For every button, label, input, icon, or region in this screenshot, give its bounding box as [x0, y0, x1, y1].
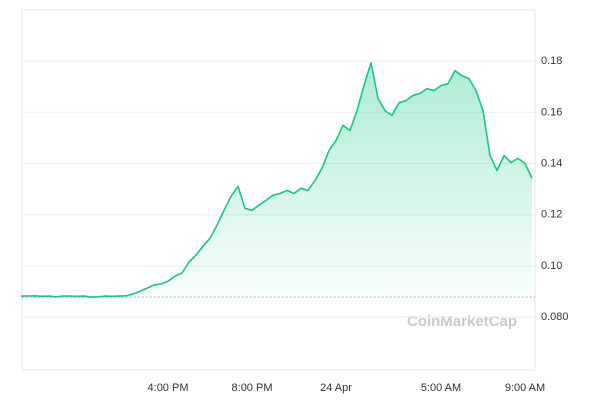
y-tick-label: 0.18	[541, 55, 562, 67]
y-tick-label: 0.10	[541, 260, 562, 272]
x-tick-label: 8:00 PM	[232, 382, 273, 394]
y-tick-label: 0.16	[541, 106, 562, 118]
y-tick-label: 0.080	[541, 311, 569, 323]
x-tick-label: 5:00 AM	[421, 382, 461, 394]
x-tick-label: 4:00 PM	[148, 382, 189, 394]
area	[21, 62, 532, 298]
y-tick-label: 0.12	[541, 209, 562, 221]
x-tick-label: 24 Apr	[320, 382, 352, 394]
watermark: CoinMarketCap	[407, 313, 517, 330]
x-tick-label: 9:00 AM	[505, 382, 545, 394]
y-tick-label: 0.14	[541, 157, 562, 169]
price-line	[21, 61, 533, 298]
